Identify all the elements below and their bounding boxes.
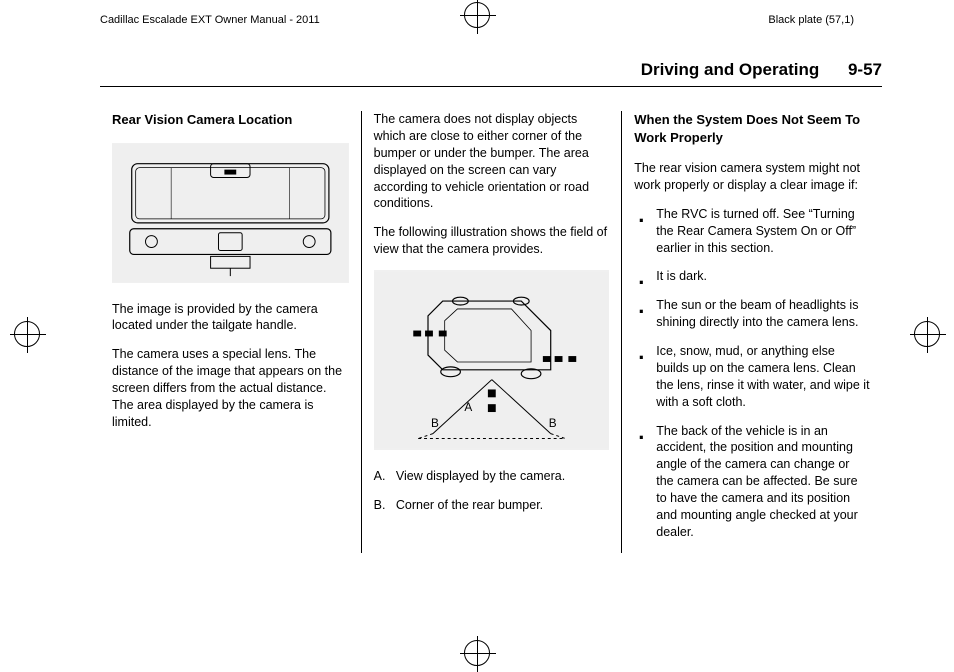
col2-p1: The camera does not display objects whic… (374, 111, 610, 212)
plate-info: Black plate (57,1) (768, 14, 854, 26)
fov-label-b-right: B (548, 417, 556, 430)
column-2: The camera does not display objects whic… (361, 111, 622, 553)
legend-a-letter: A. (374, 469, 386, 483)
legend-a-text: View displayed by the camera. (396, 469, 565, 483)
legend-b-letter: B. (374, 498, 386, 512)
legend-b-text: Corner of the rear bumper. (396, 498, 543, 512)
figure-field-of-view: A B B (374, 270, 610, 450)
col1-heading: Rear Vision Camera Location (112, 111, 349, 129)
list-item: The back of the vehicle is in an acciden… (634, 423, 870, 541)
tailgate-diagram-icon (112, 143, 349, 283)
list-item: It is dark. (634, 268, 870, 285)
col2-p2: The following illustration shows the fie… (374, 224, 610, 258)
crop-mark-icon (14, 321, 40, 347)
column-3: When the System Does Not Seem To Work Pr… (621, 111, 882, 553)
legend-b: B. Corner of the rear bumper. (374, 497, 610, 514)
section-title: Driving and Operating (641, 60, 820, 79)
fov-label-b-left: B (431, 417, 439, 430)
column-1: Rear Vision Camera Location (100, 111, 361, 553)
col3-heading: When the System Does Not Seem To Work Pr… (634, 111, 870, 146)
col3-intro: The rear vision camera system might not … (634, 160, 870, 194)
page-number: 9-57 (848, 60, 882, 79)
list-item: The RVC is turned off. See “Turning the … (634, 206, 870, 257)
crop-mark-icon (464, 640, 490, 666)
crop-mark-icon (464, 2, 490, 28)
col1-p2: The camera uses a special lens. The dist… (112, 346, 349, 430)
list-item: Ice, snow, mud, or anything else builds … (634, 343, 870, 411)
page-content: Driving and Operating 9-57 Rear Vision C… (100, 60, 882, 628)
running-header: Driving and Operating 9-57 (100, 60, 882, 87)
manual-title: Cadillac Escalade EXT Owner Manual - 201… (100, 14, 320, 26)
troubleshoot-list: The RVC is turned off. See “Turning the … (634, 206, 870, 541)
legend-a: A. View displayed by the camera. (374, 468, 610, 485)
fov-label-a: A (464, 401, 472, 414)
crop-mark-icon (914, 321, 940, 347)
figure-tailgate (112, 143, 349, 283)
list-item: The sun or the beam of headlights is shi… (634, 297, 870, 331)
fov-diagram-icon: A B B (374, 270, 610, 450)
column-container: Rear Vision Camera Location (100, 111, 882, 553)
col1-p1: The image is provided by the camera loca… (112, 301, 349, 335)
